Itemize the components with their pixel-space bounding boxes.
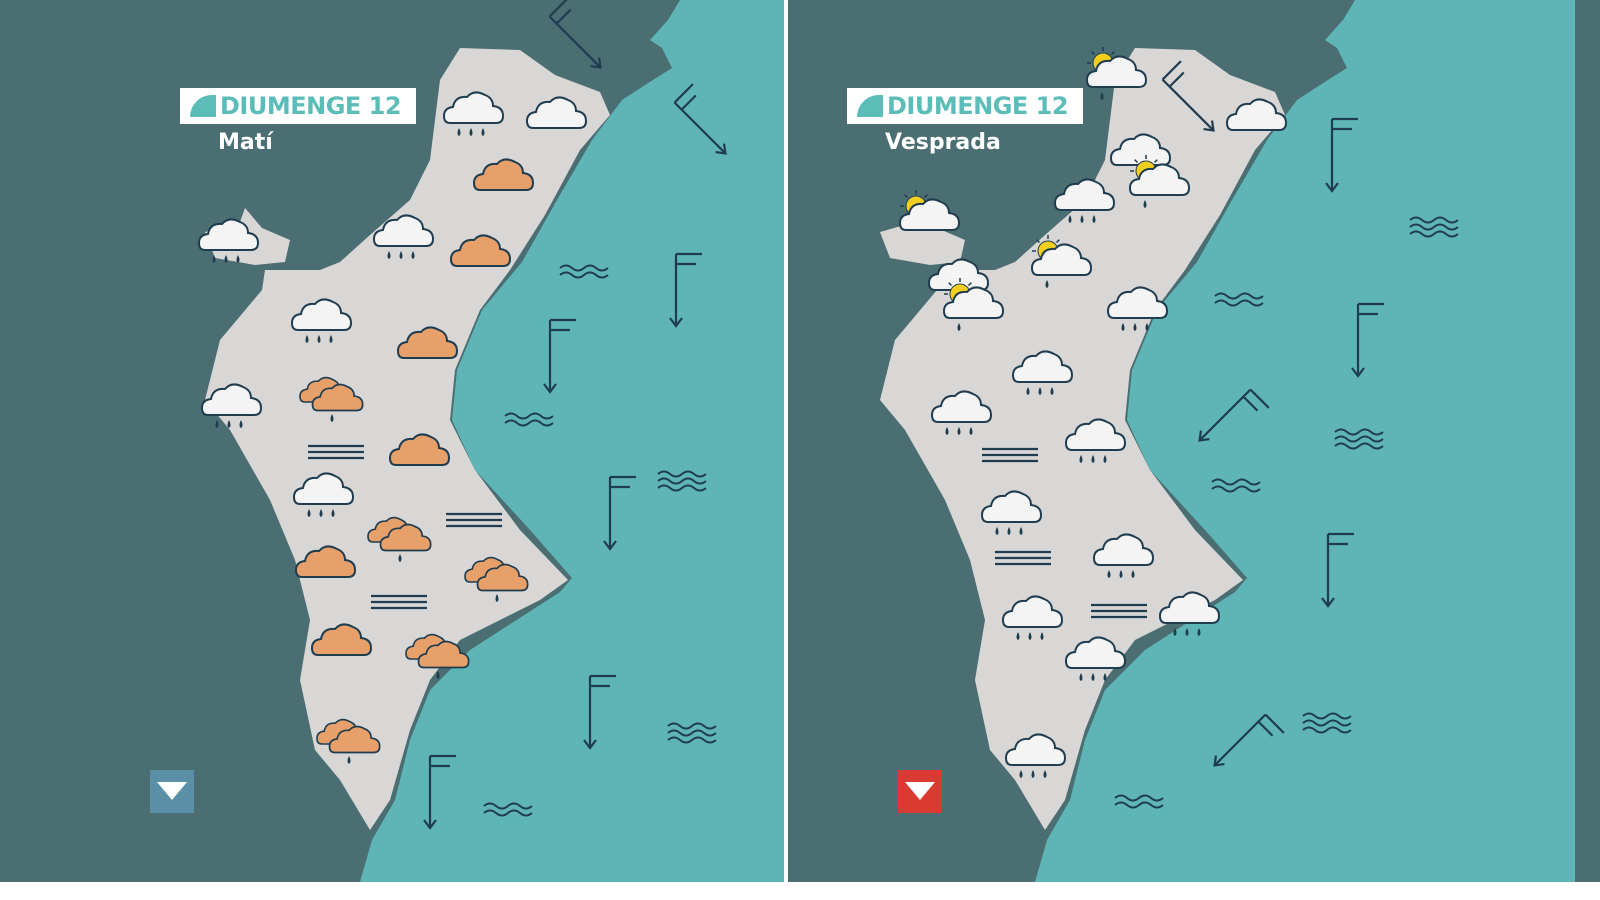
orange-double-rain-cloud-icon <box>367 516 432 562</box>
wind-arrow-icon <box>1321 532 1354 608</box>
waves-icon <box>657 470 707 492</box>
orange-double-rain-cloud-icon <box>316 718 381 764</box>
orange-cloud-icon <box>472 158 535 191</box>
fog-icon <box>308 444 364 460</box>
rain-cloud-icon <box>1053 178 1116 223</box>
fog-icon <box>995 550 1051 566</box>
rain-cloud-icon <box>290 298 353 343</box>
date-text: DIUMENGE 12 <box>220 92 402 120</box>
orange-cloud-icon <box>294 545 357 578</box>
rain-cloud-icon <box>930 390 993 435</box>
cloud-icon <box>1225 98 1288 131</box>
enclave-shape <box>880 208 965 265</box>
brand-icon <box>857 95 883 117</box>
rain-cloud-icon <box>442 91 505 136</box>
wind-arrow-icon <box>1325 117 1358 193</box>
sun-rain-cloud-icon <box>1030 235 1093 288</box>
down-triangle-button[interactable] <box>898 770 942 813</box>
bottom-bar <box>0 882 1600 900</box>
period-label: Matí <box>218 130 273 155</box>
divider <box>784 0 788 900</box>
weather-map <box>197 0 784 882</box>
sun-rain-cloud-icon <box>942 278 1005 331</box>
orange-double-rain-cloud-icon <box>299 376 364 422</box>
orange-double-rain-cloud-icon <box>464 556 529 602</box>
sun-cloud-icon <box>898 190 961 231</box>
cloud-icon <box>525 96 588 129</box>
wind-arrow-icon <box>548 0 602 69</box>
down-triangle-icon <box>157 782 187 800</box>
rain-cloud-icon <box>200 383 263 428</box>
sea <box>1035 0 1575 882</box>
period-label: Vesprada <box>885 130 1001 155</box>
waves-icon <box>1114 794 1164 809</box>
fog-icon <box>1091 603 1147 619</box>
rain-cloud-icon <box>292 472 355 517</box>
waves-icon <box>1214 292 1264 307</box>
fog-icon <box>446 512 502 528</box>
cloud-icon <box>1109 133 1172 166</box>
brand-icon <box>190 95 216 117</box>
rain-cloud-icon <box>372 214 435 259</box>
date-label: DIUMENGE 12 <box>180 88 416 124</box>
wind-arrow-icon <box>423 754 456 830</box>
wind-arrow-icon <box>1161 60 1215 132</box>
waves-icon <box>1409 216 1459 238</box>
rain-cloud-icon <box>1106 286 1169 331</box>
rain-cloud-icon <box>1092 533 1155 578</box>
rain-cloud-icon <box>1064 636 1127 681</box>
wind-arrow-icon <box>543 318 576 394</box>
wind-arrow-icon <box>1198 388 1270 442</box>
wind-arrow-icon <box>1351 302 1384 378</box>
rain-cloud-icon <box>1001 595 1064 640</box>
fog-icon <box>982 447 1038 463</box>
down-triangle-icon <box>905 782 935 800</box>
orange-cloud-icon <box>396 326 459 359</box>
rain-cloud-icon <box>197 218 260 263</box>
orange-cloud-icon <box>310 623 373 656</box>
rain-cloud-icon <box>1004 733 1067 778</box>
map-panel-morning: DIUMENGE 12 Matí <box>0 0 784 882</box>
waves-icon <box>559 264 609 279</box>
rain-cloud-icon <box>1011 350 1074 395</box>
waves-icon <box>667 722 717 744</box>
wind-arrow-icon <box>603 475 636 551</box>
wind-arrow-icon <box>583 674 616 750</box>
waves-icon <box>1211 478 1261 493</box>
down-triangle-button[interactable] <box>150 770 194 813</box>
wind-arrow-icon <box>673 83 727 155</box>
cloud-icon <box>927 258 990 291</box>
date-label: DIUMENGE 12 <box>847 88 1083 124</box>
sun-rain-cloud-icon <box>1128 155 1191 208</box>
orange-cloud-icon <box>449 234 512 267</box>
map-panel-afternoon: DIUMENGE 12 Vesprada <box>788 0 1600 882</box>
fog-icon <box>371 594 427 610</box>
weather-map <box>880 0 1575 882</box>
waves-icon <box>1334 428 1384 450</box>
rain-cloud-icon <box>1158 591 1221 636</box>
sun-rain-cloud-icon <box>1085 47 1148 100</box>
waves-icon <box>504 412 554 427</box>
waves-icon <box>1302 712 1352 734</box>
date-text: DIUMENGE 12 <box>887 92 1069 120</box>
orange-double-rain-cloud-icon <box>405 633 470 679</box>
orange-cloud-icon <box>388 433 451 466</box>
wind-arrow-icon <box>669 252 702 328</box>
waves-icon <box>483 802 533 817</box>
rain-cloud-icon <box>1064 418 1127 463</box>
rain-cloud-icon <box>980 490 1043 535</box>
wind-arrow-icon <box>1213 713 1285 767</box>
